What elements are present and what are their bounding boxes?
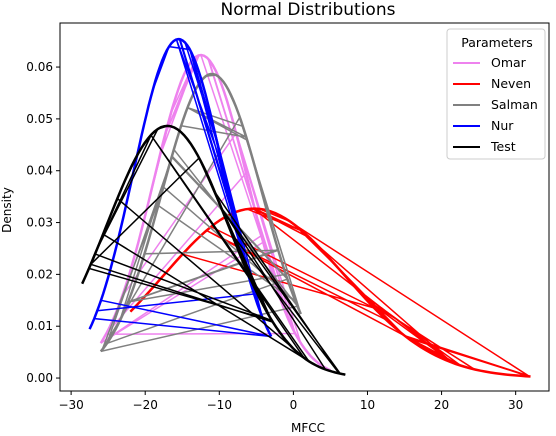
x-tick-label: 20 bbox=[434, 398, 449, 412]
axes-frame bbox=[59, 22, 550, 392]
legend: Parameters Omar Neven Salman Nur Test bbox=[446, 28, 546, 160]
x-tick-label: 30 bbox=[508, 398, 523, 412]
chart-title: Normal Distributions bbox=[221, 0, 396, 20]
series-curve-omar bbox=[99, 53, 331, 372]
x-tick-label: −10 bbox=[207, 398, 232, 412]
legend-title: Parameters bbox=[461, 35, 533, 50]
x-axis: −30 −20 −10 0 10 20 30 bbox=[58, 391, 523, 412]
y-tick-label: 0.01 bbox=[26, 319, 53, 333]
y-tick-label: 0.04 bbox=[26, 164, 53, 178]
legend-label-omar: Omar bbox=[491, 55, 527, 70]
y-tick-label: 0.03 bbox=[26, 216, 53, 230]
legend-label-test: Test bbox=[490, 139, 516, 154]
x-axis-label: MFCC bbox=[291, 421, 325, 435]
legend-label-nur: Nur bbox=[491, 118, 514, 133]
series-curve-test bbox=[81, 124, 346, 376]
series-curve-neven bbox=[129, 207, 531, 378]
legend-label-salman: Salman bbox=[491, 97, 538, 112]
y-tick-label: 0.00 bbox=[26, 371, 53, 385]
x-tick-label: −30 bbox=[58, 398, 83, 412]
x-tick-label: 0 bbox=[290, 398, 298, 412]
series-line-test bbox=[81, 125, 346, 376]
x-tick-label: −20 bbox=[133, 398, 158, 412]
y-axis: 0.00 0.01 0.02 0.03 0.04 0.05 0.06 bbox=[26, 60, 60, 385]
x-tick-label: 10 bbox=[360, 398, 375, 412]
y-tick-label: 0.02 bbox=[26, 267, 53, 281]
y-tick-label: 0.06 bbox=[26, 60, 53, 74]
y-axis-label: Density bbox=[0, 187, 14, 233]
legend-label-neven: Neven bbox=[491, 76, 531, 91]
series-line-neven bbox=[129, 207, 531, 378]
y-tick-label: 0.05 bbox=[26, 112, 53, 126]
plot-area bbox=[81, 37, 531, 378]
